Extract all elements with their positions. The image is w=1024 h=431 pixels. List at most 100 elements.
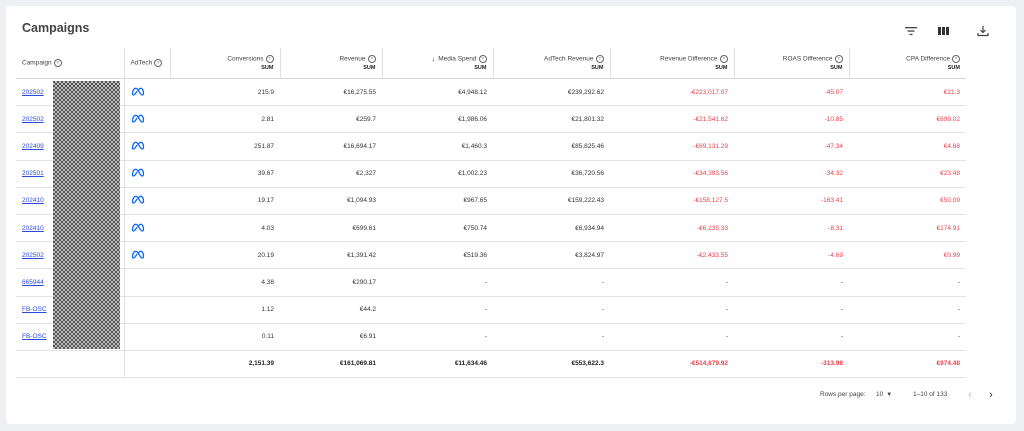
adtech-revenue-cell: -: [493, 296, 610, 324]
campaign-link[interactable]: 202409: [22, 142, 44, 150]
next-page-button[interactable]: ›: [984, 388, 998, 402]
conversions-cell: 39.67: [170, 160, 280, 188]
roas-difference-cell: -: [734, 268, 849, 297]
adtech-revenue-cell: €21,801.32: [493, 105, 610, 134]
revenue-cell: €6.91: [280, 323, 382, 351]
revenue-cell: €290.17: [280, 268, 382, 297]
table-row[interactable]: 202410 4.03 €699.61 €750.74 €6,934.94 -€…: [16, 214, 966, 243]
rows-per-page-label: Rows per page:: [820, 391, 866, 398]
revenue-cell: €2,327: [280, 160, 382, 188]
table-row[interactable]: 202410 19.17 €1,094.93 €967.65 €159,222.…: [16, 187, 966, 215]
cpa-difference-cell: €50.09: [849, 187, 966, 215]
help-icon[interactable]: ?: [719, 55, 728, 63]
adtech-cell: [123, 268, 170, 297]
roas-difference-cell: -163.41: [734, 187, 849, 215]
roas-difference-cell: -: [734, 296, 849, 324]
roas-difference-cell: -45.07: [734, 78, 849, 107]
meta-icon: [131, 87, 145, 98]
totals-row: 2,151.39 €161,069.81 €11,634.46 €553,622…: [16, 350, 966, 378]
campaign-link[interactable]: 202410: [22, 197, 44, 205]
col-header-adtech[interactable]: AdTech?: [123, 48, 170, 79]
revenue-cell: €16,694.17: [280, 132, 382, 161]
adtech-revenue-cell: €159,222.43: [493, 187, 610, 215]
table-row[interactable]: 202409 251.87 €16,694.17 €1,460.3 €85,82…: [16, 132, 966, 161]
conversions-cell: 1.12: [170, 296, 280, 324]
total-media-spend: €11,634.46: [382, 350, 493, 378]
col-header-roas-difference[interactable]: ROAS Difference? SUM: [733, 48, 849, 79]
table-row[interactable]: FB-OSC 0.11 €6.91 - - - - -: [16, 323, 966, 351]
rows-per-page-select[interactable]: 10 ▼: [876, 391, 893, 398]
adtech-revenue-cell: -: [493, 323, 610, 351]
revenue-cell: €1,391.42: [280, 241, 382, 270]
table-row[interactable]: 665944 4.38 €290.17 - - - - -: [16, 268, 966, 297]
help-icon[interactable]: ?: [478, 55, 487, 63]
caret-down-icon: ▼: [886, 392, 893, 398]
cpa-difference-cell: €699.02: [849, 105, 966, 134]
filter-icon: [905, 27, 917, 36]
download-button[interactable]: [972, 22, 994, 40]
meta-icon: [131, 168, 145, 179]
adtech-revenue-cell: -: [493, 268, 610, 297]
table-row[interactable]: 202501 39.67 €2,327 €1,002.23 €36,720.56…: [16, 160, 966, 188]
cpa-difference-cell: €21.3: [849, 78, 966, 107]
adtech-cell: [123, 241, 170, 270]
conversions-cell: 215.9: [170, 78, 280, 107]
total-adtech-revenue: €553,622.3: [493, 350, 610, 378]
help-icon[interactable]: ?: [154, 59, 163, 67]
campaign-link[interactable]: 202501: [22, 170, 44, 178]
help-icon[interactable]: ?: [595, 55, 604, 63]
campaign-link[interactable]: 202502: [22, 251, 44, 259]
meta-icon: [131, 250, 145, 261]
table-row[interactable]: 202502 215.9 €16,275.55 €4,948.12 €239,2…: [16, 78, 966, 107]
adtech-revenue-cell: €6,934.94: [493, 214, 610, 243]
col-header-conversions[interactable]: Conversions? SUM: [169, 48, 280, 79]
campaign-link[interactable]: 202502: [22, 115, 44, 123]
table-header-row: Campaign? AdTech? Conversions? SUM Revenu…: [16, 48, 966, 79]
adtech-revenue-cell: €3,824.97: [493, 241, 610, 270]
help-icon[interactable]: ?: [53, 59, 62, 67]
total-revenue: €161,069.81: [280, 350, 382, 378]
columns-button[interactable]: [932, 22, 954, 40]
campaign-link[interactable]: 202502: [22, 88, 44, 96]
table-row[interactable]: 202502 20.19 €1,391.42 €519.36 €3,824.97…: [16, 241, 966, 270]
help-icon[interactable]: ?: [952, 55, 960, 63]
filter-button[interactable]: [900, 22, 922, 40]
campaign-link[interactable]: FB-OSC: [22, 306, 47, 314]
campaign-link[interactable]: 202410: [22, 224, 44, 232]
meta-icon: [131, 195, 145, 206]
adtech-revenue-cell: €85,825.46: [493, 132, 610, 161]
roas-difference-cell: -10.85: [734, 105, 849, 134]
help-icon[interactable]: ?: [265, 55, 274, 63]
media-spend-cell: €1,002.23: [382, 160, 493, 188]
col-header-media-spend[interactable]: ↓ Media Spend? SUM: [381, 48, 493, 79]
prev-page-button[interactable]: ‹: [963, 388, 977, 402]
roas-difference-cell: -47.34: [734, 132, 849, 161]
col-header-cpa-difference[interactable]: CPA Difference? SUM: [848, 48, 966, 79]
revenue-difference-cell: -: [610, 323, 734, 351]
col-header-campaign[interactable]: Campaign?: [16, 48, 124, 79]
help-icon[interactable]: ?: [367, 55, 376, 63]
revenue-difference-cell: -€2,433.55: [610, 241, 734, 270]
col-header-revenue[interactable]: Revenue? SUM: [279, 48, 382, 79]
help-icon[interactable]: ?: [834, 55, 843, 63]
total-roas-difference: -313.98: [734, 350, 849, 378]
col-header-revenue-difference[interactable]: Revenue Difference? SUM: [609, 48, 734, 79]
cpa-difference-cell: -: [849, 323, 966, 351]
revenue-cell: €699.61: [280, 214, 382, 243]
download-icon: [977, 26, 989, 37]
media-spend-cell: €1,986.06: [382, 105, 493, 134]
media-spend-cell: -: [382, 323, 493, 351]
adtech-cell: [123, 296, 170, 324]
adtech-cell: [123, 214, 170, 243]
campaign-link[interactable]: FB-OSC: [22, 333, 47, 341]
col-header-adtech-revenue[interactable]: AdTech Revenue? SUM: [492, 48, 610, 79]
redacted-campaign-names: [53, 81, 120, 349]
media-spend-cell: €4,948.12: [382, 78, 493, 107]
revenue-difference-cell: -€223,017.07: [610, 78, 734, 107]
table-row[interactable]: FB-OSC 1.12 €44.2 - - - - -: [16, 296, 966, 324]
conversions-cell: 4.03: [170, 214, 280, 243]
table-row[interactable]: 202502 2.81 €259.7 €1,986.06 €21,801.32 …: [16, 105, 966, 134]
campaign-link[interactable]: 665944: [22, 278, 44, 286]
cpa-difference-cell: €4.68: [849, 132, 966, 161]
page-title: Campaigns: [22, 21, 90, 35]
